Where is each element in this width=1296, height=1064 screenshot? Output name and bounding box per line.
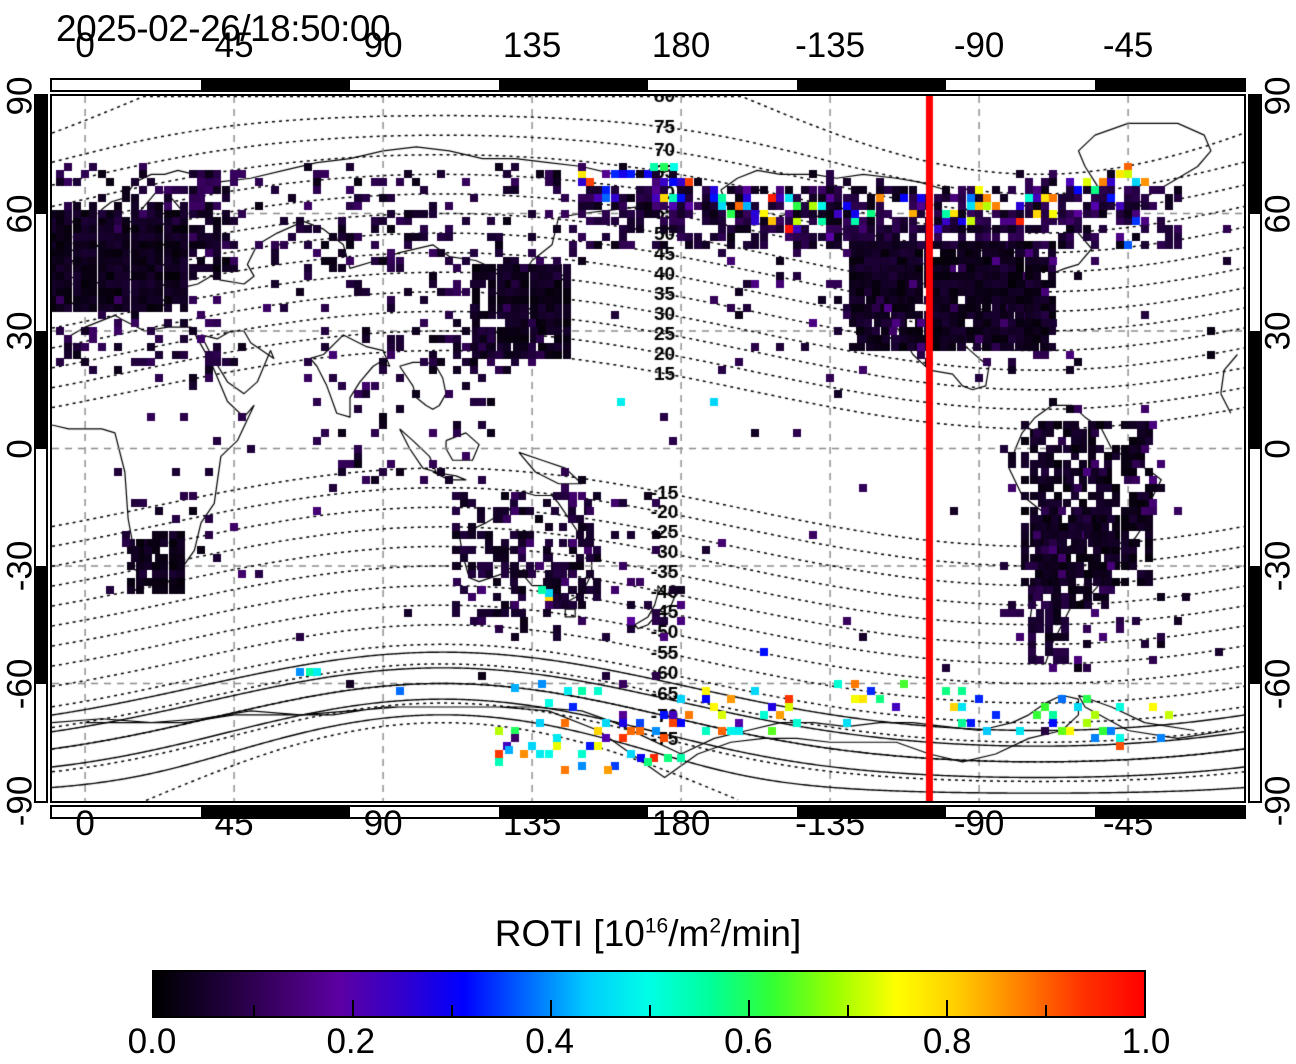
colorbar-title: ROTI [1016/m2/min] — [494, 913, 802, 954]
colorbar-tick-label: 0.4 — [525, 1022, 574, 1061]
y-axis-tick-label: -60 — [0, 658, 40, 709]
page-title: 2025-02-26/18:50:00 — [56, 8, 391, 49]
axis-band-right — [1248, 94, 1262, 803]
y-axis-tick-label: -90 — [1258, 775, 1296, 827]
axis-band-segment — [499, 80, 648, 90]
colorbar-tick-label: 0.6 — [724, 1022, 773, 1061]
x-axis-tick-label: 135 — [502, 26, 562, 65]
y-axis-tick-label: -30 — [0, 540, 40, 592]
axis-band-segment — [36, 566, 46, 684]
y-axis-tick-label: -60 — [1258, 658, 1296, 709]
axis-band-segment — [201, 80, 350, 90]
x-axis-tick-label: -90 — [953, 26, 1005, 65]
axis-band-segment — [797, 807, 946, 817]
x-axis-tick-label: 90 — [363, 804, 403, 843]
axis-band-segment — [499, 807, 648, 817]
y-axis-tick-label: -90 — [0, 775, 40, 827]
axis-band-segment — [36, 96, 46, 214]
x-axis-tick-label: 45 — [214, 804, 254, 843]
colorbar-minor-tick — [1045, 1005, 1047, 1016]
x-axis-tick-label: 135 — [502, 804, 562, 843]
axis-band-segment — [1250, 566, 1260, 684]
x-axis-tick-label: 45 — [214, 26, 254, 65]
x-axis-tick-label: -135 — [795, 26, 866, 65]
y-axis-tick-label: -30 — [1258, 540, 1296, 592]
axis-band-segment — [1250, 96, 1260, 214]
colorbar-minor-tick — [649, 1005, 651, 1016]
y-axis-tick-label: 90 — [1258, 76, 1296, 116]
colorbar-minor-tick — [253, 1005, 255, 1016]
axis-band-bottom — [50, 805, 1246, 819]
colorbar-minor-tick — [847, 1005, 849, 1016]
colorbar-minor-tick — [451, 1005, 453, 1016]
x-axis-tick-label: 0 — [75, 26, 95, 65]
y-axis-tick-label: 30 — [0, 311, 40, 351]
x-axis-tick-label: -135 — [795, 804, 866, 843]
colorbar[interactable] — [152, 970, 1146, 1018]
x-axis-tick-label: 180 — [651, 804, 711, 843]
x-axis-tick-label: -45 — [1102, 804, 1154, 843]
colorbar-major-tick — [748, 1000, 750, 1016]
axis-band-segment — [36, 331, 46, 449]
x-axis-tick-label: -45 — [1102, 26, 1154, 65]
x-axis-tick-label: -90 — [953, 804, 1005, 843]
y-axis-tick-label: 0 — [1258, 438, 1296, 459]
axis-band-left — [34, 94, 48, 803]
colorbar-major-tick — [352, 1000, 354, 1016]
axis-band-segment — [1095, 80, 1244, 90]
axis-band-top — [50, 78, 1246, 92]
y-axis-tick-label: 0 — [0, 438, 40, 459]
y-axis-tick-label: 60 — [0, 194, 40, 233]
axis-band-segment — [1250, 331, 1260, 449]
colorbar-tick-label: 1.0 — [1121, 1022, 1171, 1061]
colorbar-major-tick — [946, 1000, 948, 1016]
axis-band-segment — [797, 80, 946, 90]
colorbar-tick-label: 0.8 — [922, 1022, 972, 1061]
colorbar-major-tick — [550, 1000, 552, 1016]
colorbar-tick-label: 0.0 — [127, 1022, 177, 1061]
x-axis-tick-label: 90 — [363, 26, 403, 65]
axis-band-segment — [1095, 807, 1244, 817]
roti-heatmap-canvas — [52, 96, 1244, 801]
y-axis-tick-label: 60 — [1258, 194, 1296, 233]
map-plot-area[interactable] — [50, 94, 1246, 803]
axis-band-segment — [201, 807, 350, 817]
y-axis-tick-label: 30 — [1258, 311, 1296, 351]
colorbar-tick-label: 0.2 — [326, 1022, 376, 1061]
x-axis-tick-label: 180 — [651, 26, 711, 65]
y-axis-tick-label: 90 — [0, 76, 40, 116]
x-axis-tick-label: 0 — [75, 804, 95, 843]
